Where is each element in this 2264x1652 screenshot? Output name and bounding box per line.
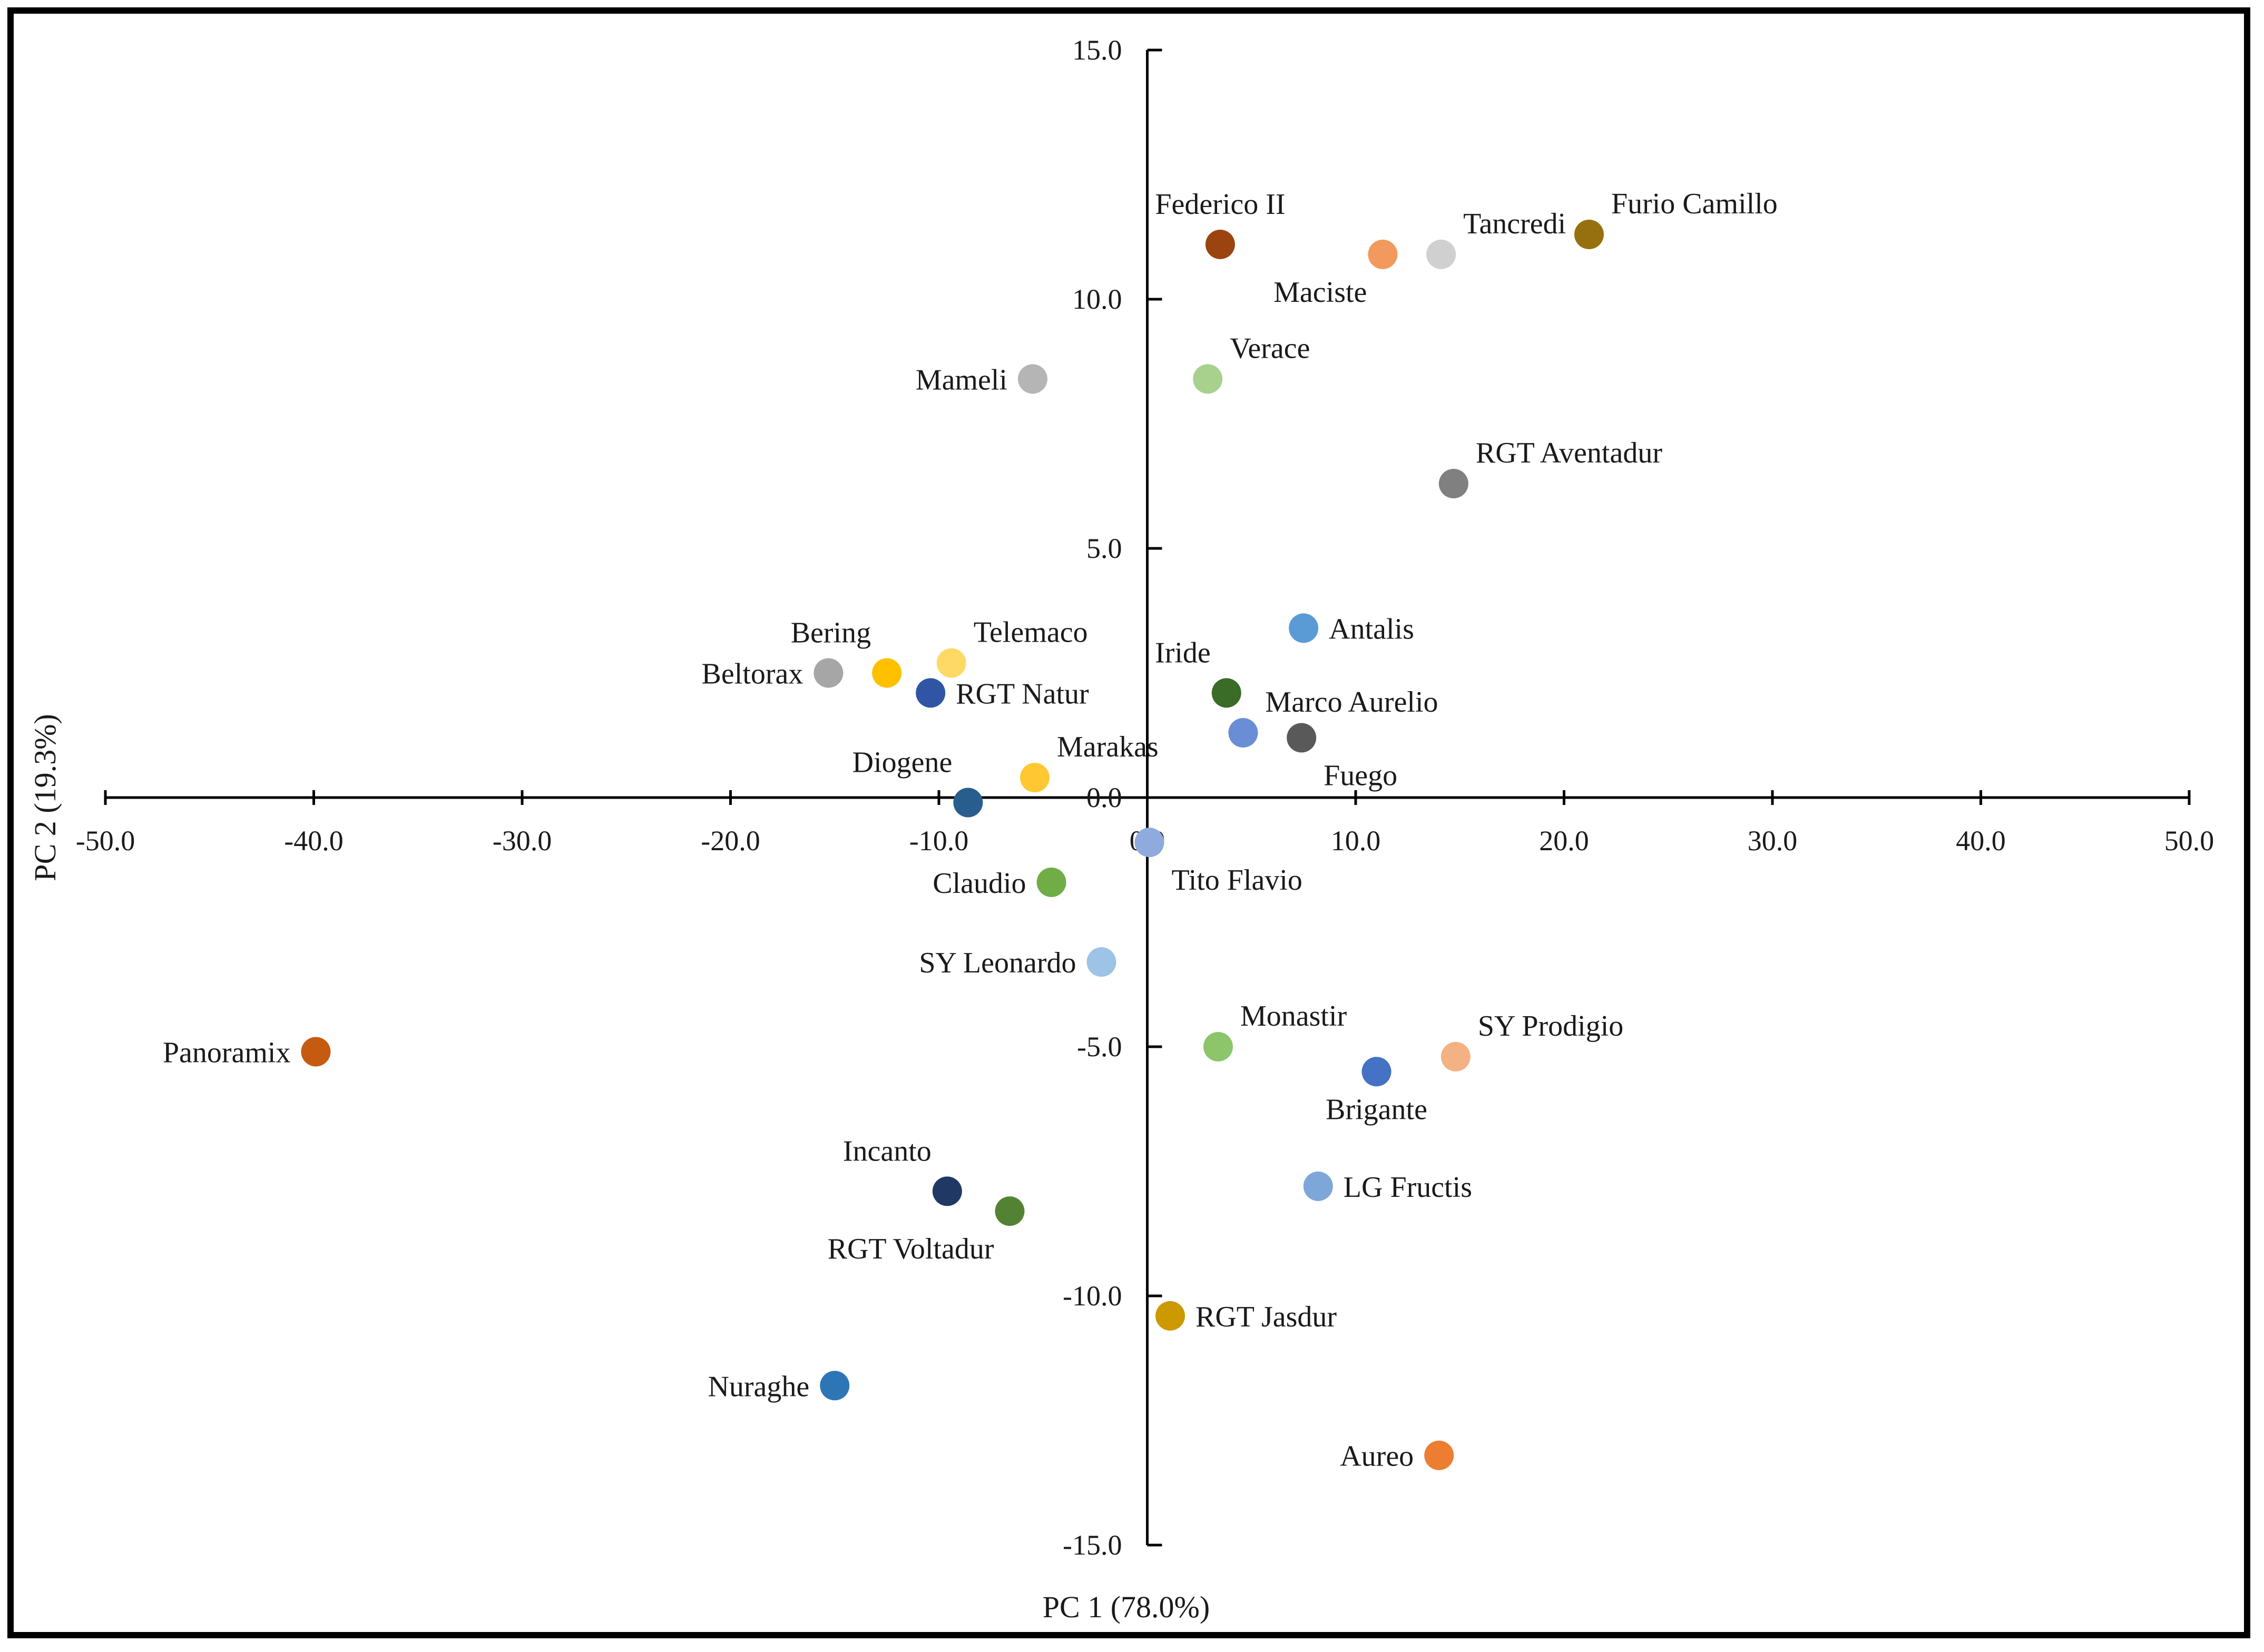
point-label: Diogene	[852, 746, 953, 779]
point-label: Tito Flavio	[1171, 864, 1302, 897]
point-label: Bering	[791, 617, 871, 650]
data-point	[301, 1037, 331, 1067]
data-point	[1203, 1032, 1233, 1061]
point-label: Aureo	[1340, 1440, 1414, 1473]
point-label: Verace	[1230, 332, 1310, 365]
point-label: Brigante	[1326, 1093, 1427, 1126]
x-tick-label: -10.0	[909, 825, 968, 857]
point-label: Furio Camillo	[1611, 188, 1778, 220]
data-point	[1289, 613, 1319, 643]
data-point	[1424, 1440, 1454, 1470]
data-point	[1361, 1057, 1391, 1087]
data-point	[814, 658, 844, 688]
point-label: Nuraghe	[708, 1370, 809, 1403]
data-point	[953, 788, 983, 818]
point-label: Monastir	[1240, 1000, 1347, 1032]
point-label: RGT Natur	[956, 677, 1089, 710]
point-label: Tancredi	[1463, 208, 1566, 240]
data-point	[1440, 1041, 1471, 1071]
data-points	[301, 220, 1604, 1470]
y-tick-label: -5.0	[1077, 1031, 1122, 1063]
data-point	[1036, 867, 1066, 897]
data-point	[872, 658, 902, 688]
point-label: Marakas	[1057, 731, 1159, 763]
data-point	[1205, 229, 1235, 259]
data-point	[1155, 1301, 1185, 1331]
data-point	[995, 1196, 1025, 1226]
point-label: Antalis	[1329, 613, 1414, 645]
point-labels: Federico II Maciste Tancredi Furio Camillo M…	[163, 188, 1778, 1473]
data-point	[1438, 469, 1468, 499]
point-label: SY Leonardo	[919, 947, 1076, 979]
y-tick-label: 5.0	[1086, 533, 1122, 564]
point-label: Beltorax	[702, 658, 803, 691]
data-point	[1134, 828, 1164, 858]
data-point	[916, 678, 946, 708]
point-label: LG Fructis	[1344, 1171, 1472, 1204]
y-tick-label: -15.0	[1063, 1529, 1122, 1561]
point-label: Fuego	[1324, 759, 1397, 792]
data-point	[1211, 678, 1241, 708]
x-tick-label: 50.0	[2164, 825, 2214, 857]
x-tick-label: 10.0	[1331, 825, 1381, 857]
x-axis-title: PC 1 (78.0%)	[1043, 1590, 1210, 1624]
y-tick-label: 0.0	[1086, 782, 1122, 813]
point-label: Panoramix	[163, 1036, 291, 1069]
point-label: SY Prodigio	[1478, 1010, 1623, 1043]
point-label: RGT Jasdur	[1195, 1301, 1337, 1333]
x-tick-label: -20.0	[701, 825, 760, 857]
x-tick-label: 20.0	[1539, 825, 1589, 857]
data-point	[1228, 718, 1258, 748]
point-label: Telemaco	[974, 616, 1088, 649]
point-label: Mameli	[916, 363, 1007, 396]
y-tick-label: 15.0	[1072, 34, 1122, 66]
data-point	[932, 1176, 962, 1206]
x-tick-label: -30.0	[493, 825, 552, 857]
point-label: Claudio	[933, 867, 1026, 900]
chart-frame	[7, 7, 2250, 1638]
data-point	[1086, 947, 1116, 977]
data-point	[820, 1371, 850, 1401]
data-point	[1574, 220, 1604, 250]
x-tick-label: 30.0	[1748, 825, 1798, 857]
y-axis-title: PC 2 (19.3%)	[28, 714, 62, 881]
y-tick-label: -10.0	[1063, 1280, 1122, 1312]
data-point	[1426, 239, 1456, 269]
data-point	[1017, 364, 1047, 394]
point-label: RGT Voltadur	[828, 1233, 994, 1265]
x-tick-label: -50.0	[76, 825, 135, 857]
data-point	[1368, 239, 1398, 269]
point-label: Federico II	[1155, 188, 1285, 221]
y-tick-label: 10.0	[1072, 283, 1122, 315]
axis-ticks: -50.0 -40.0 -30.0 -20.0 -10.0 0.0 10.0 20.0 30.0…	[76, 34, 2214, 1561]
x-tick-label: 40.0	[1956, 825, 2006, 857]
data-point	[1303, 1171, 1333, 1201]
point-label: Iride	[1155, 636, 1211, 669]
data-point	[1193, 364, 1223, 394]
data-point	[936, 648, 966, 678]
point-label: Incanto	[843, 1135, 932, 1167]
point-label: Maciste	[1273, 276, 1367, 309]
data-point	[1287, 723, 1317, 753]
point-label: Marco Aurelio	[1265, 686, 1438, 719]
point-label: RGT Aventadur	[1476, 437, 1662, 469]
x-tick-label: -40.0	[284, 825, 343, 857]
data-point	[1020, 763, 1050, 793]
